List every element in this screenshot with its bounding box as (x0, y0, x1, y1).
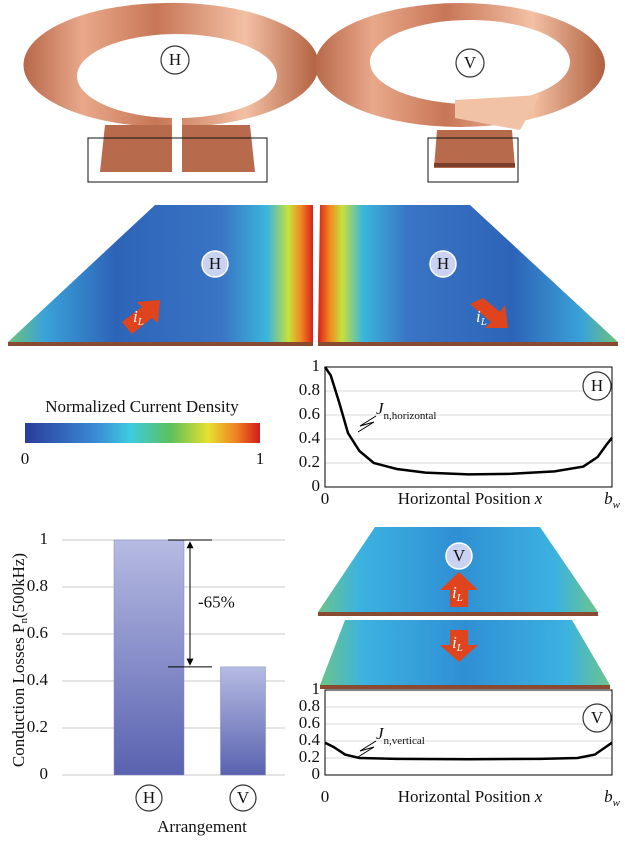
y-axis-label-main: Conduction Losses P (9, 624, 28, 768)
x-tick-label: V (237, 788, 250, 807)
plates-h: H H iL iL (8, 205, 618, 346)
y-tick-label: 1 (312, 356, 321, 375)
plate-label: H (209, 254, 221, 273)
annotation: -65% (198, 592, 235, 611)
badge (582, 371, 612, 401)
x-tick-label: bw (604, 787, 621, 809)
y-tick-label: 0.8 (299, 696, 320, 715)
y-tick-label: 0 (312, 764, 321, 783)
annotation-pointer (357, 415, 377, 433)
colorbar-title: Normalized Current Density (45, 397, 239, 416)
plates-v: V iL iL (318, 527, 610, 689)
x-tick-label: 0 (321, 489, 330, 508)
ring-h: H (23, 2, 319, 183)
annotation: Jn,horizontal (376, 399, 436, 422)
annotation: Jn,vertical (376, 724, 425, 747)
x-tick-label: bw (604, 489, 621, 511)
bar (220, 666, 266, 776)
y-tick-label: 0 (40, 764, 49, 783)
x-axis-label: Horizontal Position x (398, 787, 543, 806)
y-tick-label: 0.8 (299, 380, 320, 399)
bar (113, 539, 185, 776)
x-tick-label-sub: w (613, 797, 621, 809)
line (324, 741, 613, 761)
annotation-sub: n,horizontal (384, 410, 437, 422)
badge-label: V (591, 708, 604, 727)
y-tick-label: 0.4 (27, 670, 49, 689)
current-sub: L (456, 592, 463, 604)
y-tick-label: 0.4 (299, 428, 321, 447)
annotation-main: J (376, 399, 385, 418)
annotation-main: J (376, 724, 385, 743)
x-axis-label-var: x (534, 489, 543, 508)
y-tick-label: 0.6 (299, 404, 320, 423)
plate-label: H (437, 254, 449, 273)
annotation-sub: n,vertical (384, 735, 425, 747)
current-label: iL (452, 583, 463, 604)
x-axis-label-var: x (534, 787, 543, 806)
current-sub: L (480, 316, 487, 328)
x-axis-label-main: Horizontal Position (398, 787, 531, 806)
current-main: i (452, 633, 457, 652)
category-badge (229, 784, 257, 812)
x-axis-label: Arrangement (157, 817, 247, 836)
x-tick-label: 0 (321, 787, 330, 806)
annotation-pointer (357, 740, 377, 758)
y-tick-label: 0.8 (27, 576, 48, 595)
y-tick-label: 0.2 (27, 717, 48, 736)
y-axis-label: Conduction Losses Pn(500kHz) (9, 553, 30, 767)
y-tick-label: 0.6 (299, 713, 320, 732)
plot-frame (324, 689, 613, 776)
colorbar-tick: 1 (256, 449, 265, 468)
x-tick-label-main: b (604, 787, 613, 806)
current-sub: L (137, 316, 144, 328)
colorbar-tick: 0 (21, 449, 30, 468)
current-label: iL (476, 307, 487, 328)
current-main: i (133, 307, 138, 326)
y-tick-label: 0.2 (299, 452, 320, 471)
colorbar: Normalized Current Density 0 1 (21, 397, 265, 468)
y-axis-label-suffix: (500kHz) (9, 553, 28, 618)
badge (582, 703, 612, 733)
y-axis-label-sub: n (18, 618, 30, 624)
y-tick-label: 0.2 (299, 747, 320, 766)
line (323, 366, 613, 476)
plate-label: V (453, 546, 466, 565)
current-label: iL (452, 633, 463, 654)
y-tick-label: 1 (40, 529, 49, 548)
x-tick-label-sub: w (613, 499, 621, 511)
y-tick-label: 0.6 (27, 623, 48, 642)
colorbar-scale (25, 423, 260, 443)
plot-frame (324, 366, 613, 488)
ring-label: H (169, 50, 181, 69)
y-tick-label: 0 (312, 476, 321, 495)
x-axis-label-main: Horizontal Position (398, 489, 531, 508)
category-badge (135, 784, 163, 812)
badge-label: H (591, 376, 603, 395)
ring-label: V (464, 53, 477, 72)
current-sub: L (456, 642, 463, 654)
y-tick-label: 1 (312, 679, 321, 698)
current-label: iL (133, 307, 144, 328)
x-axis-label: Horizontal Position x (398, 489, 543, 508)
x-tick-label: H (143, 788, 155, 807)
y-tick-label: 0.4 (299, 730, 321, 749)
current-main: i (452, 583, 457, 602)
ring-v: V (315, 3, 605, 183)
current-main: i (476, 307, 481, 326)
x-tick-label-main: b (604, 489, 613, 508)
